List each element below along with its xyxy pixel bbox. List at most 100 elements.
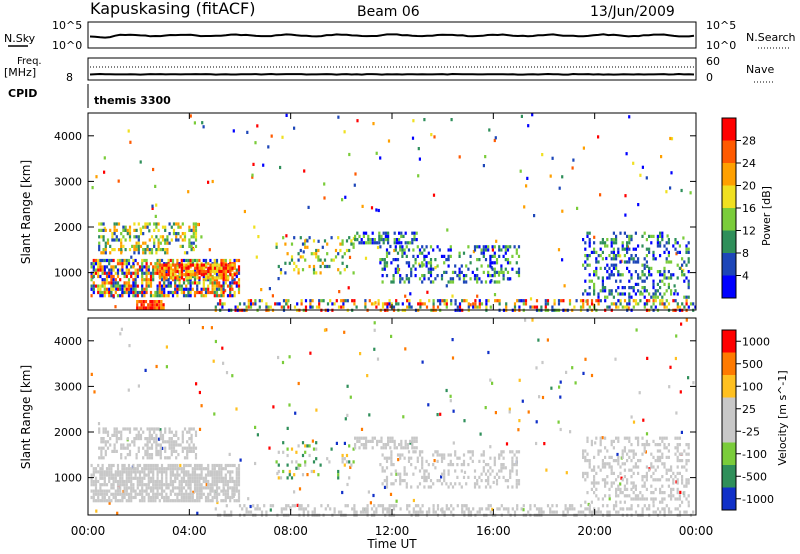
heatmap-cell (188, 241, 191, 245)
heatmap-cell (282, 236, 285, 240)
heatmap-cell (337, 469, 340, 474)
heatmap-cell (319, 258, 322, 262)
heatmap-cell (522, 504, 525, 508)
heatmap-cell (502, 475, 505, 479)
heatmap-cell (176, 269, 179, 274)
heatmap-cell (365, 443, 368, 447)
heatmap-cell (295, 450, 298, 454)
heatmap-cell (119, 268, 122, 272)
heatmap-cell (416, 456, 419, 460)
heatmap-cell (196, 486, 199, 490)
heatmap-cell (239, 458, 242, 462)
heatmap-cell (427, 475, 430, 479)
heatmap-cell (204, 258, 208, 263)
heatmap-cell (121, 499, 124, 503)
heatmap-cell (243, 504, 246, 508)
heatmap-cell (233, 258, 236, 263)
heatmap-cell (130, 470, 133, 474)
heatmap-cell (112, 486, 115, 490)
heatmap-cell (652, 455, 655, 459)
heatmap-cell (447, 463, 450, 467)
heatmap-cell (144, 453, 147, 457)
heatmap-cell (659, 279, 662, 283)
x-tick-label: 16:00 (476, 524, 511, 538)
heatmap-cell (164, 225, 167, 229)
heatmap-cell (382, 238, 385, 242)
heatmap-cell (237, 489, 241, 493)
heatmap-cell (354, 238, 357, 242)
heatmap-cell (119, 473, 122, 477)
heatmap-cell (443, 299, 446, 303)
heatmap-cell (205, 269, 208, 274)
heatmap-cell (165, 278, 168, 282)
heatmap-cell (147, 495, 150, 500)
heatmap-cell (148, 433, 151, 437)
heatmap-cell (108, 473, 111, 477)
heatmap-cell (511, 254, 514, 258)
heatmap-cell (119, 489, 122, 493)
heatmap-cell (396, 258, 400, 262)
heatmap-cell (675, 252, 678, 256)
heatmap-cell (202, 467, 205, 471)
heatmap-cell (667, 510, 671, 514)
heatmap-cell (594, 441, 597, 445)
heatmap-cell (683, 510, 686, 514)
heatmap-cell (373, 302, 376, 306)
heatmap-cell (122, 235, 125, 239)
heatmap-cell (207, 492, 210, 496)
heatmap-cell (418, 482, 422, 486)
heatmap-cell (421, 245, 424, 249)
heatmap-cell (367, 439, 370, 443)
heatmap-cell (202, 269, 206, 274)
heatmap-cell (584, 260, 587, 264)
heatmap-cell (513, 453, 516, 457)
heatmap-cell (109, 443, 112, 447)
heatmap-cell (590, 500, 593, 504)
heatmap-cell (205, 483, 208, 487)
heatmap-cell (280, 510, 283, 514)
heatmap-cell (193, 290, 197, 295)
heatmap-cell (511, 267, 514, 271)
heatmap-cell (125, 258, 128, 263)
heatmap-cell (634, 462, 637, 466)
heatmap-cell (207, 473, 210, 477)
heatmap-cell (588, 459, 591, 463)
heatmap-cell (99, 476, 102, 480)
heatmap-cell (110, 278, 113, 282)
heatmap-cell (135, 235, 138, 239)
heatmap-cell (108, 290, 111, 295)
heatmap-cell (191, 467, 194, 471)
heatmap-cell (226, 278, 230, 282)
heatmap-cell (154, 214, 157, 218)
heatmap-cell (174, 479, 177, 484)
heatmap-cell (198, 492, 201, 496)
heatmap-cell (467, 510, 470, 514)
heatmap-cell (326, 252, 329, 256)
heatmap-cell (410, 270, 413, 274)
heatmap-cell (111, 248, 114, 252)
heatmap-cell (163, 467, 166, 471)
heatmap-cell (566, 510, 569, 514)
heatmap-cell (154, 463, 157, 468)
heatmap-cell (136, 467, 139, 471)
heatmap-cell (138, 483, 142, 487)
heatmap-cell (178, 281, 181, 285)
heatmap-cell (520, 114, 523, 118)
heatmap-cell (252, 504, 255, 508)
heatmap-cell (176, 486, 179, 490)
heatmap-cell (288, 355, 291, 359)
heatmap-cell (588, 305, 591, 309)
heatmap-cell (235, 268, 238, 272)
heatmap-cell (639, 276, 642, 280)
heatmap-cell (193, 486, 197, 490)
heatmap-cell (676, 465, 679, 469)
heatmap-cell (612, 254, 615, 258)
heatmap-cell (196, 281, 199, 285)
heatmap-cell (138, 476, 142, 480)
heatmap-cell (301, 255, 305, 259)
heatmap-cell (150, 437, 154, 441)
heatmap-cell (654, 459, 657, 463)
heatmap-cell (147, 265, 150, 269)
heatmap-cell (148, 238, 151, 242)
heatmap-cell (414, 258, 417, 262)
